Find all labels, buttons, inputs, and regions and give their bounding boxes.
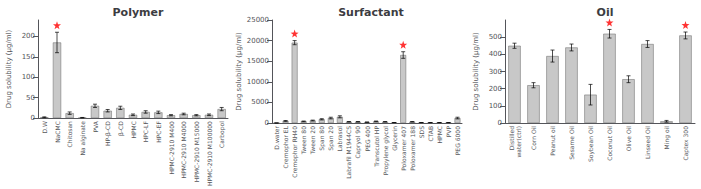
svg-text:D.water: D.water <box>273 125 280 149</box>
svg-text:Coconut Oil: Coconut Oil <box>606 126 613 161</box>
svg-text:Carbopol: Carbopol <box>218 121 226 148</box>
svg-text:Tween 80: Tween 80 <box>300 126 307 155</box>
svg-text:500: 500 <box>489 33 502 41</box>
svg-text:Drug solubility (μg/ml): Drug solubility (μg/ml) <box>5 29 13 108</box>
svg-text:Na alginate: Na alginate <box>79 121 87 156</box>
svg-text:Ming oil: Ming oil <box>663 126 671 150</box>
svg-text:Labrafil M1944CS: Labrafil M1944CS <box>345 126 352 179</box>
svg-text:Cremophor RH40: Cremophor RH40 <box>291 126 299 178</box>
svg-text:Corn Oil: Corn Oil <box>530 126 537 150</box>
svg-text:HPMC-2910 M400: HPMC-2910 M400 <box>168 121 175 175</box>
svg-text:PVP: PVP <box>445 126 452 138</box>
svg-text:Chitosan: Chitosan <box>66 121 73 147</box>
svg-text:5000: 5000 <box>251 98 269 106</box>
svg-text:HPMC-2910 M4000: HPMC-2910 M4000 <box>180 121 187 178</box>
svg-text:400: 400 <box>489 50 502 58</box>
svg-text:HP-β-CD: HP-β-CD <box>104 121 112 146</box>
svg-text:Surfactant: Surfactant <box>338 6 404 19</box>
svg-text:HPC-LF: HPC-LF <box>142 121 149 143</box>
svg-text:Cremophor EL: Cremophor EL <box>282 125 290 168</box>
svg-text:Propylene glycol: Propylene glycol <box>382 126 390 176</box>
svg-text:20000: 20000 <box>247 37 269 45</box>
svg-text:200: 200 <box>22 32 35 40</box>
svg-text:100: 100 <box>22 73 35 81</box>
svg-text:β-CD: β-CD <box>117 121 125 136</box>
svg-text:Soybean Oil: Soybean Oil <box>587 126 595 162</box>
svg-text:HPMC-2910 M100000: HPMC-2910 M100000 <box>206 121 213 186</box>
svg-text:Span 80: Span 80 <box>318 126 326 151</box>
svg-text:CTAB: CTAB <box>427 126 434 142</box>
svg-text:10000: 10000 <box>247 78 269 86</box>
svg-text:PEG 6000: PEG 6000 <box>454 126 461 155</box>
svg-text:Poloxamer 407: Poloxamer 407 <box>400 126 407 171</box>
svg-text:HPMC: HPMC <box>436 126 443 144</box>
svg-text:Drug solubility (μg/ml): Drug solubility (μg/ml) <box>235 32 243 111</box>
svg-text:HPMC: HPMC <box>130 121 137 139</box>
svg-text:100: 100 <box>489 102 502 110</box>
svg-text:Oil: Oil <box>597 6 614 19</box>
svg-text:PVA: PVA <box>92 120 99 132</box>
svg-text:Sesame Oil: Sesame Oil <box>568 126 575 160</box>
svg-text:HPC-EF: HPC-EF <box>155 121 162 143</box>
svg-text:HPMC-2910 M15000: HPMC-2910 M15000 <box>193 121 200 182</box>
svg-text:Captex 300: Captex 300 <box>682 126 690 161</box>
svg-text:200: 200 <box>489 85 502 93</box>
svg-text:SDS: SDS <box>418 126 425 138</box>
svg-text:0: 0 <box>31 114 35 122</box>
svg-text:D.W: D.W <box>41 121 48 134</box>
svg-text:Transcutol HP: Transcutol HP <box>373 126 380 168</box>
svg-text:PEG 400: PEG 400 <box>364 126 371 152</box>
svg-text:Distilled: Distilled <box>508 126 515 150</box>
svg-text:0: 0 <box>498 119 502 127</box>
svg-text:Linseed Oil: Linseed Oil <box>644 126 651 159</box>
svg-text:Labrasol: Labrasol <box>336 126 343 152</box>
svg-text:Glycerin: Glycerin <box>391 126 399 151</box>
svg-text:Peanut oil: Peanut oil <box>549 126 556 156</box>
svg-text:water(ctrl): water(ctrl) <box>515 126 522 158</box>
svg-text:300: 300 <box>489 68 502 76</box>
svg-text:50: 50 <box>26 94 35 102</box>
svg-text:Polymer: Polymer <box>113 6 164 19</box>
svg-text:150: 150 <box>22 53 35 61</box>
svg-text:Drug solubility (μg/ml): Drug solubility (μg/ml) <box>472 32 480 111</box>
svg-text:Tween 20: Tween 20 <box>309 126 316 155</box>
svg-text:Span 20: Span 20 <box>327 126 335 151</box>
svg-text:25000: 25000 <box>247 16 269 24</box>
svg-text:Poloxamer 188: Poloxamer 188 <box>409 126 416 171</box>
svg-text:0: 0 <box>265 119 269 127</box>
svg-text:Olive Oil: Olive Oil <box>625 126 632 152</box>
svg-text:Capryol 90: Capryol 90 <box>354 126 362 159</box>
svg-text:NaCMC: NaCMC <box>54 121 61 143</box>
svg-text:15000: 15000 <box>247 57 269 65</box>
